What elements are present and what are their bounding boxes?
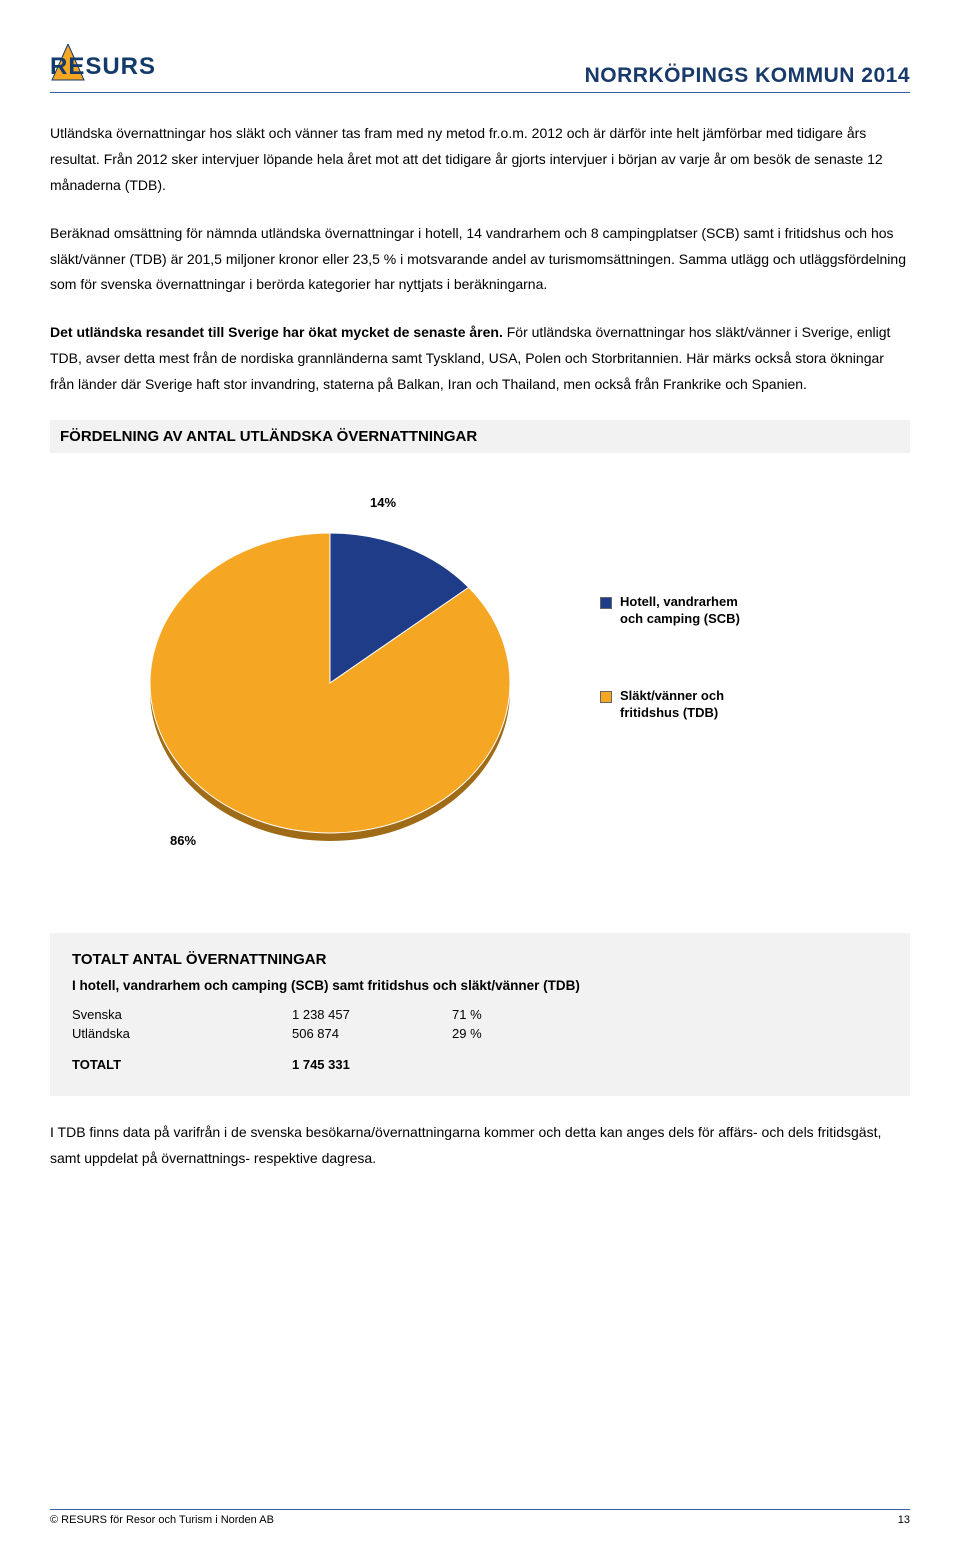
chart-title: FÖRDELNING AV ANTAL UTLÄNDSKA ÖVERNATTNI… (50, 420, 910, 453)
legend-text-0: Hotell, vandrarhem och camping (SCB) (620, 594, 760, 628)
table-row: Utländska 506 874 29 % (72, 1024, 532, 1043)
cell-label: Svenska (72, 1005, 292, 1024)
pie-chart: 14% 86% (50, 473, 570, 903)
cell-label: Utländska (72, 1024, 292, 1043)
totals-title: TOTALT ANTAL ÖVERNATTNINGAR (72, 951, 888, 968)
cell-total-value: 1 745 331 (292, 1043, 452, 1074)
footer-page-number: 13 (898, 1514, 910, 1526)
chart-body: 14% 86% Hotell, vandrarhem och camping (… (50, 473, 910, 903)
cell-value: 506 874 (292, 1024, 452, 1043)
totals-table: Svenska 1 238 457 71 % Utländska 506 874… (72, 1005, 532, 1074)
legend-item-0: Hotell, vandrarhem och camping (SCB) (600, 594, 760, 628)
table-row-total: TOTALT 1 745 331 (72, 1043, 532, 1074)
footer-left: © RESURS för Resor och Turism i Norden A… (50, 1514, 274, 1526)
page-header: RESURS NORRKÖPINGS KOMMUN 2014 (50, 40, 910, 93)
cell-total-label: TOTALT (72, 1043, 292, 1074)
logo-text: RESURS (50, 53, 156, 80)
paragraph-3: Det utländska resandet till Sverige har … (50, 320, 910, 398)
table-row: Svenska 1 238 457 71 % (72, 1005, 532, 1024)
paragraph-2: Beräknad omsättning för nämnda utländska… (50, 221, 910, 299)
logo: RESURS (50, 40, 170, 88)
totals-box: TOTALT ANTAL ÖVERNATTNINGAR I hotell, va… (50, 933, 910, 1096)
legend-text-1: Släkt/vänner och fritidshus (TDB) (620, 688, 760, 722)
closing-paragraph: I TDB finns data på varifrån i de svensk… (50, 1120, 910, 1172)
page-footer: © RESURS för Resor och Turism i Norden A… (50, 1509, 910, 1526)
cell-value: 1 238 457 (292, 1005, 452, 1024)
cell-pct: 29 % (452, 1024, 532, 1043)
paragraph-1: Utländska övernattningar hos släkt och v… (50, 121, 910, 199)
totals-subtitle: I hotell, vandrarhem och camping (SCB) s… (72, 978, 888, 993)
pie-label-0: 14% (370, 495, 396, 510)
paragraph-3-bold: Det utländska resandet till Sverige har … (50, 324, 503, 340)
logo-svg: RESURS (50, 40, 170, 88)
pie-label-1: 86% (170, 833, 196, 848)
chart-legend: Hotell, vandrarhem och camping (SCB) Slä… (600, 594, 760, 782)
legend-swatch-0 (600, 597, 612, 609)
chart-section: FÖRDELNING AV ANTAL UTLÄNDSKA ÖVERNATTNI… (50, 420, 910, 903)
document-title: NORRKÖPINGS KOMMUN 2014 (585, 64, 910, 88)
legend-item-1: Släkt/vänner och fritidshus (TDB) (600, 688, 760, 722)
cell-pct: 71 % (452, 1005, 532, 1024)
legend-swatch-1 (600, 691, 612, 703)
